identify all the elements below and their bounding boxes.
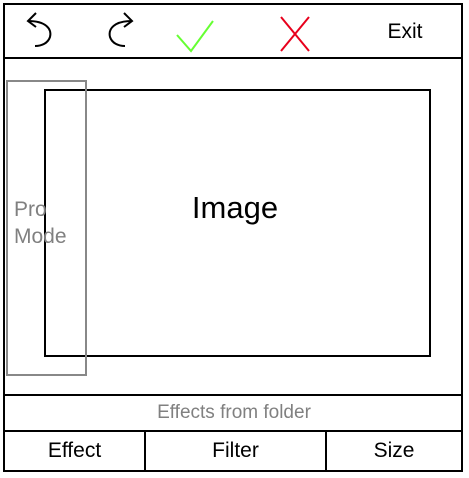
close-icon <box>280 16 310 52</box>
tabs-divider-top <box>5 430 461 432</box>
tab-filter[interactable]: Filter <box>144 432 325 470</box>
pro-mode-label: Pro Mode <box>14 196 84 250</box>
tab-effect[interactable]: Effect <box>47 439 102 462</box>
undo-button[interactable] <box>22 10 56 50</box>
effects-from-folder[interactable]: Effects from folder <box>157 402 311 423</box>
undo-icon <box>26 12 52 47</box>
confirm-button[interactable] <box>174 16 216 54</box>
pro-mode-label-line2: Mode <box>14 225 67 248</box>
exit-button[interactable]: Exit <box>387 20 423 43</box>
crop-guide-bottom <box>44 355 90 357</box>
toolbar-divider <box>5 57 461 59</box>
check-icon <box>176 20 214 53</box>
cancel-button[interactable] <box>277 14 313 54</box>
effects-divider-top <box>5 394 461 396</box>
bottom-tab-bar: Effect Filter Size <box>5 432 461 470</box>
tab-size[interactable]: Size <box>325 432 461 470</box>
redo-icon <box>108 12 134 47</box>
image-placeholder-label: Image <box>191 190 279 225</box>
app-frame <box>3 3 463 472</box>
redo-button[interactable] <box>104 10 138 50</box>
crop-guide-top <box>44 89 90 91</box>
pro-mode-label-line1: Pro <box>14 198 47 221</box>
crop-guide-left <box>44 89 46 357</box>
pro-mode-panel[interactable] <box>6 80 87 376</box>
